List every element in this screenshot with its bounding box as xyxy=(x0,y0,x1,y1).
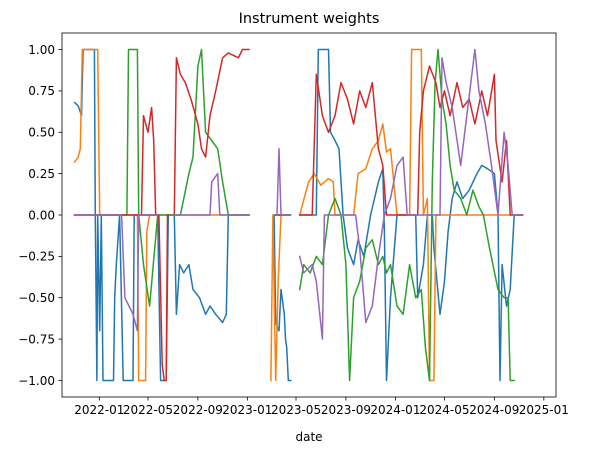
x-tick-label: 2022-01 xyxy=(74,403,124,417)
x-tick-label: 2023-05 xyxy=(271,403,321,417)
y-tick-label: −1.00 xyxy=(18,374,55,388)
chart-title: Instrument weights xyxy=(239,11,380,27)
series-line-5 xyxy=(73,48,524,340)
series-line-4 xyxy=(73,48,524,382)
x-tick-label: 2023-09 xyxy=(321,403,371,417)
x-tick-label: 2022-09 xyxy=(173,403,223,417)
y-axis: −1.00 −0.75 −0.50 −0.25 0.00 0.25 0.50 0.75 1.00 xyxy=(18,43,62,388)
x-axis-title: date xyxy=(295,430,322,444)
series-5 xyxy=(73,48,524,340)
series-layer xyxy=(73,48,524,382)
x-tick-label: 2023-01 xyxy=(222,403,272,417)
x-tick-label: 2025-01 xyxy=(519,403,569,417)
y-tick-label: −0.25 xyxy=(18,250,55,264)
series-4 xyxy=(73,48,524,382)
y-tick-label: 1.00 xyxy=(28,43,55,57)
y-tick-label: 0.00 xyxy=(28,208,55,222)
x-tick-label: 2022-05 xyxy=(123,403,173,417)
x-tick-label: 2024-01 xyxy=(370,403,420,417)
y-tick-label: 0.50 xyxy=(28,126,55,140)
plot-area xyxy=(61,32,557,398)
x-tick-label: 2024-09 xyxy=(469,403,519,417)
y-tick-label: 0.75 xyxy=(28,84,55,98)
y-tick-label: 0.25 xyxy=(28,167,55,181)
x-tick-label: 2024-05 xyxy=(419,403,469,417)
y-tick-label: −0.75 xyxy=(18,332,55,346)
y-tick-label: −0.50 xyxy=(18,291,55,305)
